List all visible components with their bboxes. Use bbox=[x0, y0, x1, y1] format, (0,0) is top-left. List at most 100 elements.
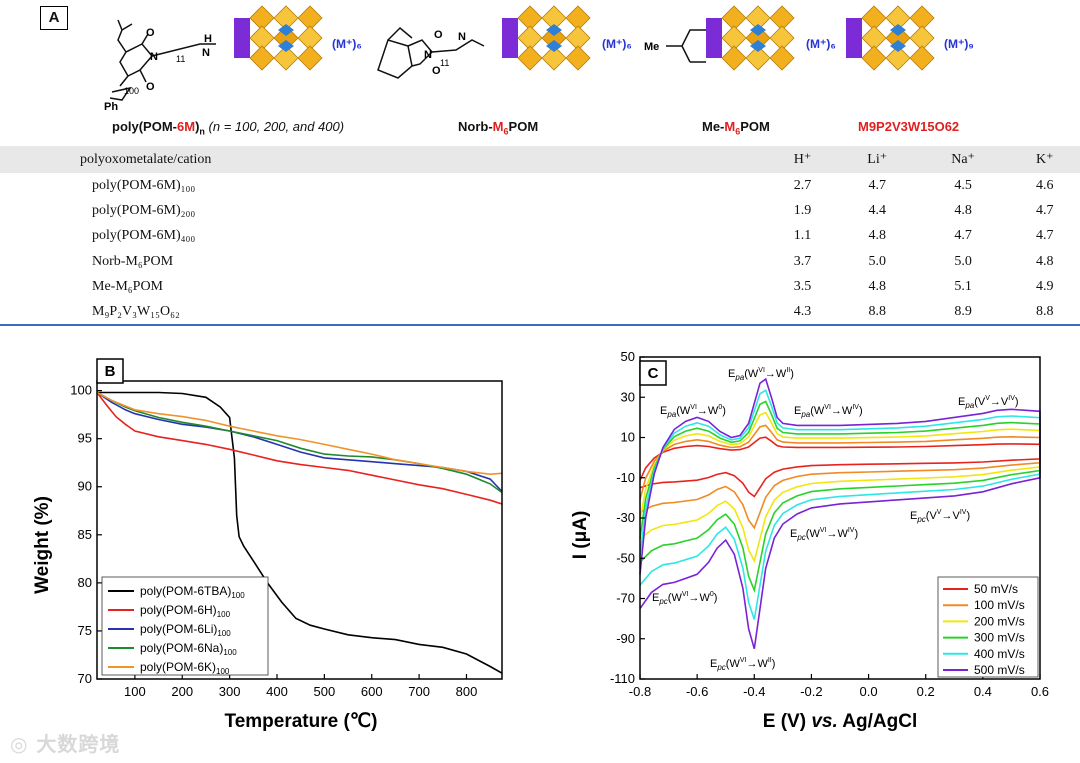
y-tick-label: 85 bbox=[78, 527, 92, 542]
col-header: Li⁺ bbox=[867, 152, 888, 167]
cell: 5.1 bbox=[954, 278, 972, 294]
y-tick-label: 10 bbox=[621, 430, 635, 445]
section-divider bbox=[0, 324, 1080, 326]
cell: 4.7 bbox=[1036, 228, 1054, 244]
caption-me: Me-M6POM bbox=[702, 119, 770, 137]
cell: 8.8 bbox=[1036, 304, 1054, 320]
table-row: poly(POM-6M)₂₀₀ 1.9 4.4 4.8 4.7 bbox=[0, 198, 1080, 223]
n-label: N bbox=[150, 51, 158, 63]
x-tick-label: 800 bbox=[456, 684, 478, 699]
counter-ion-label: (M⁺)₆ bbox=[602, 37, 632, 51]
legend-entry: 400 mV/s bbox=[974, 647, 1025, 661]
series-line-0 bbox=[97, 391, 503, 674]
pka-table: polyoxometalate/cation H⁺ Li⁺ Na⁺ K⁺ pol… bbox=[0, 146, 1080, 325]
cell: 1.9 bbox=[793, 202, 812, 218]
cell: 4.9 bbox=[1036, 278, 1054, 294]
peak-label: Epa(WVI→WII) bbox=[728, 367, 794, 382]
caption-norb: Norb-M6POM bbox=[458, 119, 539, 137]
counter-ion-label: (M⁺)₆ bbox=[806, 37, 836, 51]
tga-chart: 100 200 300 400 500 600 700 800707580859095100 … bbox=[32, 358, 503, 732]
plot-frame bbox=[96, 380, 503, 680]
y-tick-label: -30 bbox=[616, 510, 635, 525]
cv-chart: -0.8 -0.6 -0.4 -0.2 0.0 0.2 0.4 0.6 -110 -90 -70 -5… bbox=[570, 349, 1049, 732]
nh-label: N bbox=[458, 31, 466, 43]
table-header-row: polyoxometalate/cation H⁺ Li⁺ Na⁺ K⁺ bbox=[0, 146, 1080, 173]
col-header: Na⁺ bbox=[951, 152, 975, 167]
y-tick-label: -50 bbox=[616, 550, 635, 565]
y-tick-label: -10 bbox=[616, 470, 635, 485]
panel-c-label-box bbox=[639, 360, 667, 386]
cell: 4.5 bbox=[954, 177, 972, 193]
series-line-2 bbox=[96, 391, 503, 493]
pom-cluster-2 bbox=[501, 5, 591, 71]
cell: 1.1 bbox=[793, 228, 812, 244]
x-axis-label: Temperature (℃) bbox=[225, 711, 378, 732]
norb-structure bbox=[377, 26, 485, 79]
panel-c-label: C bbox=[648, 365, 659, 382]
pom-cluster-3 bbox=[705, 5, 795, 71]
y-tick-label: 80 bbox=[78, 575, 92, 590]
peak-label: Epa(WVI→W0) bbox=[660, 404, 726, 419]
peak-label: Epc(WVI→WII) bbox=[710, 657, 775, 672]
legend-entry: 200 mV/s bbox=[974, 614, 1025, 628]
y-tick-label: -70 bbox=[616, 591, 635, 606]
series-line-3 bbox=[96, 391, 503, 494]
col-header: polyoxometalate/cation bbox=[80, 151, 212, 167]
y-tick-label: 70 bbox=[78, 671, 92, 686]
cv-curve-5 bbox=[639, 377, 1041, 650]
cell: 4.7 bbox=[1036, 202, 1054, 218]
col-header: H⁺ bbox=[793, 152, 812, 167]
caption-dawson: M9P2V3W15O62 bbox=[858, 119, 960, 134]
x-tick-label: 0.0 bbox=[860, 684, 878, 699]
methyl-label: Me bbox=[644, 41, 659, 53]
legend-box bbox=[101, 576, 269, 676]
table-row: poly(POM-6M)₄₀₀ 1.1 4.8 4.7 4.7 bbox=[0, 224, 1080, 249]
o-label: O bbox=[434, 29, 443, 41]
peak-label: Epc(WVI→WIV) bbox=[790, 527, 858, 542]
row-label: Me-M₆POM bbox=[92, 278, 163, 294]
cell: 3.5 bbox=[793, 278, 812, 294]
peak-label: Epc(WVI→W0) bbox=[652, 591, 717, 606]
legend-entry: poly(POM-6Li)100 bbox=[140, 622, 231, 638]
panel-b-label: B bbox=[105, 363, 116, 380]
legend-entry: 50 mV/s bbox=[974, 582, 1018, 596]
cell: 5.0 bbox=[954, 253, 972, 269]
row-label: poly(POM-6M)₁₀₀ bbox=[92, 177, 196, 193]
x-tick-label: -0.4 bbox=[743, 684, 765, 699]
nh-label: H bbox=[204, 33, 212, 45]
y-axis-label: Weight (%) bbox=[32, 496, 53, 594]
structure-drawings: O O N H N 11 100 Ph (M⁺)₆ O O N N 11 (M⁺… bbox=[104, 5, 974, 113]
x-tick-label: 300 bbox=[219, 684, 241, 699]
cell: 4.8 bbox=[868, 278, 886, 294]
x-tick-label: 500 bbox=[314, 684, 336, 699]
caption-poly-pom: poly(POM-6M)n (n = 100, 200, and 400) bbox=[112, 119, 345, 137]
legend-entry: poly(POM-6H)100 bbox=[140, 603, 231, 619]
cell: 4.4 bbox=[868, 202, 886, 218]
legend-entry: 500 mV/s bbox=[974, 663, 1025, 677]
pom-cluster-1 bbox=[233, 5, 323, 71]
x-tick-label: 400 bbox=[266, 684, 288, 699]
legend-entry: 100 mV/s bbox=[974, 598, 1025, 612]
series-line-4 bbox=[96, 391, 503, 476]
o-label: O bbox=[146, 27, 155, 39]
x-tick-label: -0.8 bbox=[629, 684, 651, 699]
row-label: poly(POM-6M)₄₀₀ bbox=[92, 228, 196, 244]
cv-curve-4 bbox=[639, 389, 1041, 620]
peak-label: Epa(VV→VIV) bbox=[958, 395, 1019, 410]
n-label: N bbox=[424, 49, 432, 61]
x-axis-label: E (V) vs. Ag/AgCl bbox=[763, 711, 918, 732]
cell: 4.7 bbox=[954, 228, 972, 244]
y-tick-label: 95 bbox=[78, 431, 92, 446]
y-tick-label: 50 bbox=[621, 349, 635, 364]
x-tick-label: 600 bbox=[361, 684, 383, 699]
cell: 2.7 bbox=[793, 177, 812, 193]
table-row: Me-M₆POM 3.5 4.8 5.1 4.9 bbox=[0, 274, 1080, 299]
table-row: poly(POM-6M)₁₀₀ 2.7 4.7 4.5 4.6 bbox=[0, 173, 1080, 198]
cell: 8.9 bbox=[954, 304, 972, 320]
cv-curve-2 bbox=[639, 411, 1041, 564]
counter-ion-label: (M⁺)₆ bbox=[332, 37, 362, 51]
legend: poly(POM-6TBA)100 poly(POM-6H)100 poly(POM… bbox=[101, 576, 269, 676]
poly-pom-structure bbox=[109, 19, 216, 101]
y-tick-label: -110 bbox=[610, 671, 635, 686]
legend: 50 mV/s 100 mV/s 200 mV/s 300 mV/s 400 mV/s 5… bbox=[937, 576, 1039, 678]
